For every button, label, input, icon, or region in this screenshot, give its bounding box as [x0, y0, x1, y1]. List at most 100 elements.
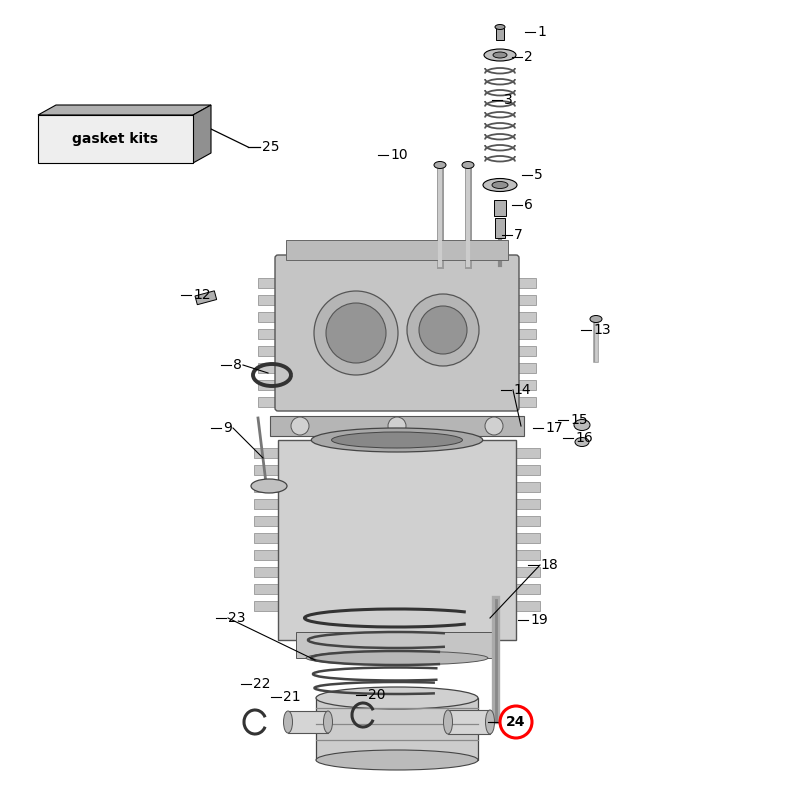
Circle shape [314, 291, 398, 375]
Bar [316, 698, 478, 760]
Text: 19: 19 [530, 613, 548, 627]
Ellipse shape [493, 52, 507, 58]
Circle shape [419, 306, 467, 354]
Ellipse shape [492, 182, 508, 189]
Ellipse shape [483, 178, 517, 191]
Bar [258, 312, 280, 322]
Circle shape [388, 417, 406, 435]
Polygon shape [38, 105, 211, 115]
Bar [514, 380, 536, 390]
Bar [514, 584, 540, 594]
Ellipse shape [251, 479, 287, 493]
Ellipse shape [462, 162, 474, 169]
Text: 3: 3 [504, 93, 513, 107]
Ellipse shape [443, 710, 453, 734]
Text: 5: 5 [534, 168, 542, 182]
Bar [254, 448, 280, 458]
Text: 10: 10 [390, 148, 408, 162]
Bar [496, 28, 504, 40]
Bar [258, 380, 280, 390]
Bar [296, 632, 498, 658]
Text: 17: 17 [545, 421, 562, 435]
Bar [258, 278, 280, 288]
Text: 16: 16 [575, 431, 593, 445]
Ellipse shape [590, 315, 602, 322]
Bar [514, 533, 540, 543]
Bar [514, 448, 540, 458]
Bar [494, 200, 506, 216]
Ellipse shape [331, 432, 462, 448]
Text: 18: 18 [540, 558, 558, 572]
Bar [254, 465, 280, 475]
Bar [514, 499, 540, 509]
Bar [254, 499, 280, 509]
Bar [514, 567, 540, 577]
Bar [495, 218, 505, 238]
Bar [258, 363, 280, 373]
Bar [514, 363, 536, 373]
Bar [254, 550, 280, 560]
Bar [270, 416, 524, 436]
Bar [254, 516, 280, 526]
Bar [195, 291, 217, 305]
Circle shape [326, 303, 386, 363]
Text: 9: 9 [223, 421, 232, 435]
Ellipse shape [575, 438, 589, 446]
Ellipse shape [316, 750, 478, 770]
Text: 23: 23 [228, 611, 246, 625]
Bar [254, 601, 280, 611]
Ellipse shape [311, 428, 482, 452]
Ellipse shape [484, 49, 516, 61]
Bar [38, 115, 193, 163]
Bar [514, 295, 536, 305]
Bar [514, 329, 536, 339]
Bar [514, 516, 540, 526]
Ellipse shape [434, 162, 446, 169]
Text: 7: 7 [514, 228, 522, 242]
Bar [514, 601, 540, 611]
Bar [254, 567, 280, 577]
Text: 2: 2 [524, 50, 533, 64]
Bar [514, 550, 540, 560]
Bar [254, 533, 280, 543]
Bar [514, 346, 536, 356]
Bar [514, 312, 536, 322]
Bar [288, 711, 328, 733]
Bar [514, 482, 540, 492]
Bar [278, 440, 516, 640]
Text: gasket kits: gasket kits [73, 132, 158, 146]
Ellipse shape [323, 711, 333, 733]
Text: 8: 8 [233, 358, 242, 372]
Text: 1: 1 [537, 25, 546, 39]
Text: 20: 20 [368, 688, 386, 702]
Text: 25: 25 [262, 140, 279, 154]
FancyBboxPatch shape [275, 255, 519, 411]
Bar [258, 295, 280, 305]
Ellipse shape [574, 419, 590, 430]
Bar [448, 710, 490, 734]
Text: 12: 12 [193, 288, 210, 302]
Bar [254, 482, 280, 492]
Circle shape [407, 294, 479, 366]
Text: 13: 13 [593, 323, 610, 337]
Circle shape [291, 417, 309, 435]
Circle shape [485, 417, 503, 435]
Bar [514, 465, 540, 475]
Bar [514, 397, 536, 407]
Text: 24: 24 [506, 715, 526, 729]
Bar [254, 584, 280, 594]
Ellipse shape [306, 651, 488, 665]
Circle shape [500, 706, 532, 738]
Ellipse shape [486, 710, 494, 734]
Text: 6: 6 [524, 198, 533, 212]
Bar [258, 397, 280, 407]
Polygon shape [193, 105, 211, 163]
Bar [258, 329, 280, 339]
Ellipse shape [283, 711, 293, 733]
Text: 14: 14 [513, 383, 530, 397]
Text: 15: 15 [570, 413, 588, 427]
Bar [258, 346, 280, 356]
Text: 21: 21 [283, 690, 301, 704]
Bar [286, 240, 508, 260]
Bar [514, 278, 536, 288]
